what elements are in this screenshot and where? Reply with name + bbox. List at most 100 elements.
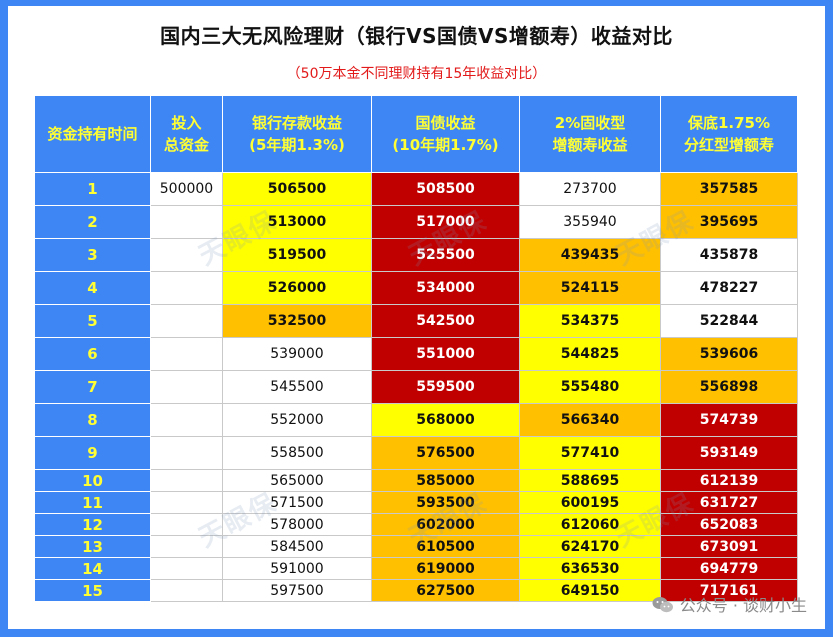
cell-bond: 619000 [371, 557, 520, 580]
cell-year: 14 [34, 557, 151, 580]
cell-investment [150, 436, 223, 470]
table-row: 9 558500 576500 577410 593149 [34, 436, 798, 470]
table-row: 11 571500 593500 600195 631727 [34, 491, 798, 514]
cell-bank: 539000 [222, 337, 372, 371]
cell-investment [150, 238, 223, 272]
table-row: 1 500000 506500 508500 273700 357585 [34, 172, 798, 206]
cell-year: 7 [34, 370, 151, 404]
cell-investment [150, 271, 223, 305]
cell-bank: 545500 [222, 370, 372, 404]
table-row: 12 578000 602000 612060 652083 [34, 513, 798, 536]
cell-bank: 526000 [222, 271, 372, 305]
cell-investment [150, 535, 223, 558]
cell-year: 13 [34, 535, 151, 558]
cell-div: 539606 [660, 337, 798, 371]
table-row: 13 584500 610500 624170 673091 [34, 535, 798, 558]
table-row: 4 526000 534000 524115 478227 [34, 271, 798, 305]
cell-year: 10 [34, 469, 151, 492]
header-treasury-bond: 国债收益 (10年期1.7%) [371, 95, 520, 173]
cell-investment [150, 205, 223, 239]
cell-fixed: 534375 [519, 304, 661, 338]
table-row: 10 565000 585000 588695 612139 [34, 469, 798, 492]
table-row: 7 545500 559500 555480 556898 [34, 370, 798, 404]
cell-div: 395695 [660, 205, 798, 239]
cell-fixed: 636530 [519, 557, 661, 580]
cell-year: 4 [34, 271, 151, 305]
table-row: 14 591000 619000 636530 694779 [34, 557, 798, 580]
cell-fixed: 273700 [519, 172, 661, 206]
cell-div: 673091 [660, 535, 798, 558]
table-row: 15 597500 627500 649150 717161 [34, 579, 798, 602]
cell-bank: 552000 [222, 403, 372, 437]
table-row: 3 519500 525500 439435 435878 [34, 238, 798, 272]
cell-year: 5 [34, 304, 151, 338]
cell-bank: 558500 [222, 436, 372, 470]
cell-investment [150, 491, 223, 514]
cell-div: 652083 [660, 513, 798, 536]
cell-div: 522844 [660, 304, 798, 338]
cell-investment [150, 370, 223, 404]
cell-div: 574739 [660, 403, 798, 437]
table-row: 8 552000 568000 566340 574739 [34, 403, 798, 437]
cell-year: 15 [34, 579, 151, 602]
cell-div: 556898 [660, 370, 798, 404]
page-title: 国内三大无风险理财（银行VS国债VS增额寿）收益对比 [160, 24, 673, 48]
cell-investment [150, 337, 223, 371]
cell-bond: 559500 [371, 370, 520, 404]
cell-bond: 593500 [371, 491, 520, 514]
cell-fixed: 588695 [519, 469, 661, 492]
cell-year: 9 [34, 436, 151, 470]
cell-investment [150, 469, 223, 492]
cell-bank: 591000 [222, 557, 372, 580]
cell-investment [150, 403, 223, 437]
header-fixed-annuity: 2%固收型 增额寿收益 [519, 95, 661, 173]
header-total-investment: 投入 总资金 [150, 95, 223, 173]
cell-fixed: 577410 [519, 436, 661, 470]
table-row: 5 532500 542500 534375 522844 [34, 304, 798, 338]
cell-bank: 519500 [222, 238, 372, 272]
cell-bond: 627500 [371, 579, 520, 602]
cell-bank: 571500 [222, 491, 372, 514]
cell-div: 593149 [660, 436, 798, 470]
cell-div: 612139 [660, 469, 798, 492]
cell-fixed: 544825 [519, 337, 661, 371]
cell-bank: 506500 [222, 172, 372, 206]
cell-fixed: 555480 [519, 370, 661, 404]
cell-investment [150, 513, 223, 536]
cell-bond: 525500 [371, 238, 520, 272]
cell-fixed: 649150 [519, 579, 661, 602]
cell-bond: 585000 [371, 469, 520, 492]
cell-div: 631727 [660, 491, 798, 514]
cell-investment [150, 304, 223, 338]
table-row: 6 539000 551000 544825 539606 [34, 337, 798, 371]
cell-bond: 542500 [371, 304, 520, 338]
cell-bond: 517000 [371, 205, 520, 239]
cell-bond: 568000 [371, 403, 520, 437]
cell-div: 694779 [660, 557, 798, 580]
wechat-icon [652, 596, 674, 618]
footer-attribution: 公众号 · 谈财小生 [652, 592, 807, 618]
cell-div: 357585 [660, 172, 798, 206]
cell-investment [150, 579, 223, 602]
cell-bond: 576500 [371, 436, 520, 470]
cell-bank: 584500 [222, 535, 372, 558]
page-subtitle: （50万本金不同理财持有15年收益对比） [286, 66, 547, 82]
cell-bank: 597500 [222, 579, 372, 602]
cell-year: 2 [34, 205, 151, 239]
cell-bond: 534000 [371, 271, 520, 305]
header-bank-deposit: 银行存款收益 (5年期1.3%) [222, 95, 372, 173]
cell-bond: 508500 [371, 172, 520, 206]
cell-fixed: 624170 [519, 535, 661, 558]
cell-bank: 565000 [222, 469, 372, 492]
cell-investment: 500000 [150, 172, 223, 206]
cell-fixed: 439435 [519, 238, 661, 272]
cell-bank: 513000 [222, 205, 372, 239]
cell-fixed: 600195 [519, 491, 661, 514]
cell-bond: 610500 [371, 535, 520, 558]
cell-year: 8 [34, 403, 151, 437]
cell-bond: 602000 [371, 513, 520, 536]
cell-bank: 578000 [222, 513, 372, 536]
cell-year: 11 [34, 491, 151, 514]
cell-fixed: 355940 [519, 205, 661, 239]
cell-fixed: 612060 [519, 513, 661, 536]
